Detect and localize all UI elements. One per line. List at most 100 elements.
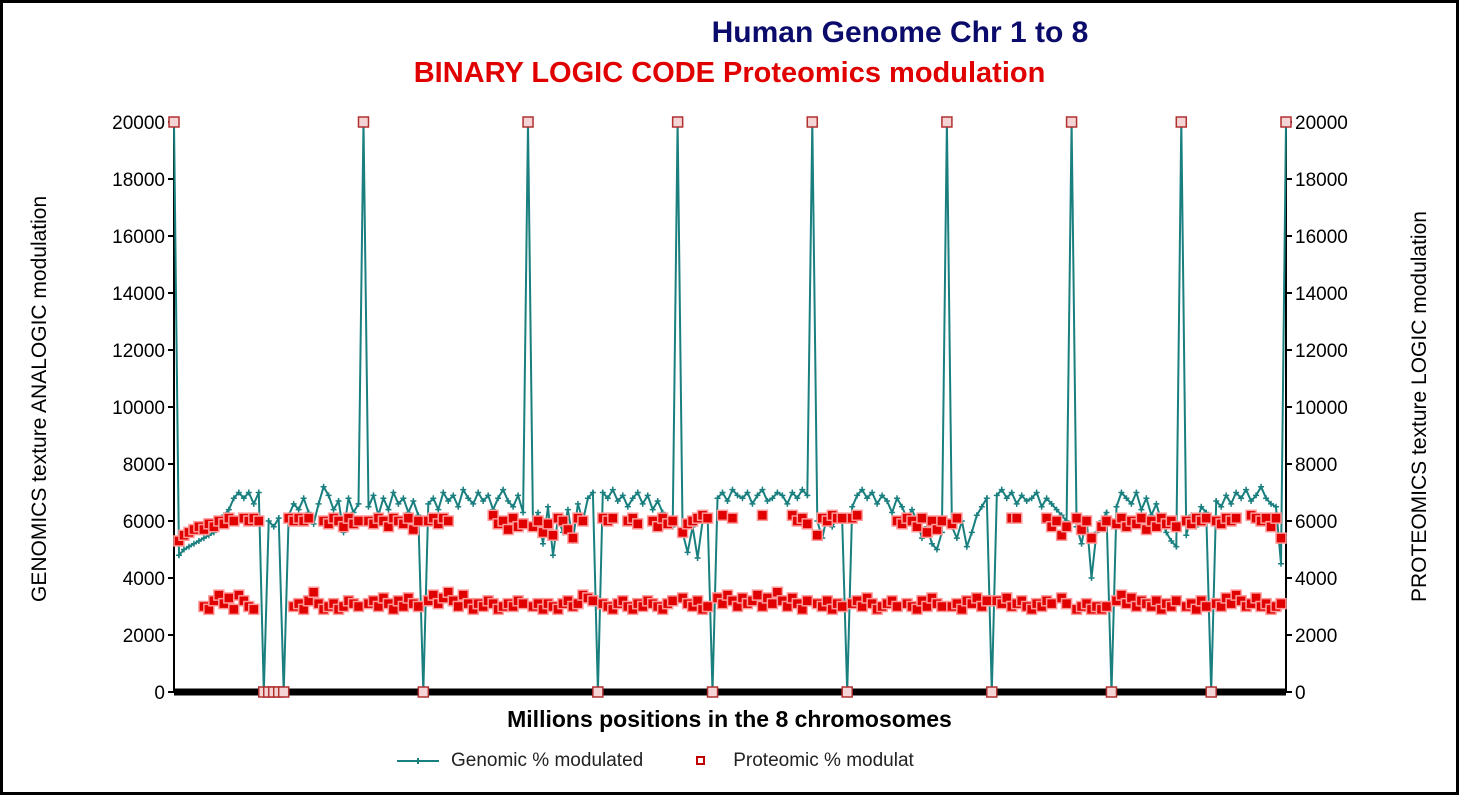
proteomic-point [228, 603, 240, 616]
proteomic-point [1200, 600, 1212, 613]
genomic-point [1153, 500, 1160, 507]
genomic-point [953, 535, 960, 542]
proteomic-point [841, 686, 853, 698]
genomic-point [909, 506, 916, 513]
proteomic-point [357, 116, 370, 128]
proteomic-point [666, 595, 679, 607]
proteomic-point [1100, 515, 1113, 527]
genomic-point [544, 503, 551, 510]
y-tick-label-left: 16000 [112, 227, 165, 248]
genomic-point [864, 495, 871, 502]
y-tick-label-left: 18000 [112, 170, 165, 191]
genomic-point [1248, 498, 1255, 505]
proteomic-point [1200, 512, 1212, 524]
proteomic-point [986, 686, 998, 698]
proteomic-point [801, 518, 814, 530]
proteomic-point [1080, 515, 1093, 527]
genomic-point [629, 495, 636, 502]
genomic-point [1023, 498, 1030, 505]
genomic-point [894, 495, 901, 502]
proteomic-point [701, 600, 714, 613]
genomic-point [1278, 560, 1285, 567]
genomic-point [445, 498, 452, 505]
proteomic-point [1070, 512, 1083, 524]
proteomic-point [716, 509, 729, 522]
genomic-point [185, 543, 192, 550]
genomic-point [1263, 495, 1270, 502]
genomic-point [1163, 529, 1170, 536]
proteomic-point [1270, 512, 1282, 524]
y-tick-label-right: 12000 [1295, 341, 1348, 362]
genomic-point [320, 483, 327, 490]
genomic-point [1118, 489, 1125, 496]
proteomic-point [891, 600, 903, 613]
genomic-point [654, 498, 661, 505]
proteomic-point [941, 116, 953, 128]
legend-proteomic-label: Proteomic % modulat [733, 750, 914, 771]
proteomic-point [836, 512, 848, 524]
proteomic-point [517, 597, 529, 610]
legend-genomic-label: Genomic % modulated [451, 750, 644, 771]
genomic-point [968, 529, 975, 536]
genomic-point [485, 492, 492, 499]
genomic-point [879, 492, 886, 499]
genomic-point [1213, 498, 1220, 505]
genomic-point [754, 492, 761, 499]
proteomic-point [417, 686, 430, 698]
genomic-point [759, 486, 766, 493]
genomic-point [1103, 509, 1110, 516]
proteomic-point [587, 595, 599, 607]
proteomic-point [701, 512, 714, 524]
y-tick-label-right: 18000 [1295, 170, 1348, 191]
y-tick-label-left: 6000 [123, 512, 165, 533]
genomic-point [465, 495, 472, 502]
genomic-point [515, 492, 522, 499]
legend-proteomic-swatch [696, 756, 706, 765]
genomic-point [1138, 506, 1145, 513]
genomic-point [649, 506, 656, 513]
proteomic-point [916, 512, 928, 524]
y-tick-label-right: 14000 [1295, 284, 1348, 305]
genomic-point [450, 492, 457, 499]
proteomic-point [522, 116, 534, 128]
proteomic-point [223, 592, 235, 604]
genomic-point [978, 503, 985, 510]
y-tick-label-left: 2000 [123, 626, 165, 647]
genomic-point [624, 503, 631, 510]
genomic-point [430, 495, 437, 502]
genomic-point [1048, 500, 1055, 507]
genomic-point [769, 495, 776, 502]
y-tick-label-right: 10000 [1295, 398, 1348, 419]
proteomic-point [1060, 597, 1073, 610]
genomic-point [1028, 495, 1035, 502]
proteomic-point [228, 515, 240, 527]
genomic-point [1168, 537, 1175, 544]
proteomic-point [801, 595, 814, 607]
genomic-point [854, 492, 861, 499]
genomic-point [644, 492, 651, 499]
genomic-point [330, 506, 337, 513]
genomic-point [874, 500, 881, 507]
genomic-point [614, 498, 621, 505]
genomic-point [869, 489, 876, 496]
genomic-point [779, 492, 786, 499]
genomic-point [425, 500, 432, 507]
proteomic-point [532, 515, 544, 527]
proteomic-point [1085, 532, 1098, 544]
genomic-point [684, 549, 691, 556]
genomic-point [933, 546, 940, 553]
proteomic-point [951, 512, 963, 524]
genomic-point [899, 503, 906, 510]
genomic-point [928, 540, 935, 547]
genomic-point [175, 552, 182, 559]
genomic-point [410, 498, 417, 505]
proteomic-point [671, 116, 684, 128]
proteomic-point [836, 600, 848, 613]
genomic-point [455, 503, 462, 510]
genomic-point [380, 495, 387, 502]
genomic-point [719, 489, 726, 496]
proteomic-point [442, 515, 455, 527]
proteomic-point [706, 686, 719, 698]
genomic-point [639, 500, 646, 507]
proteomic-point [851, 509, 863, 522]
